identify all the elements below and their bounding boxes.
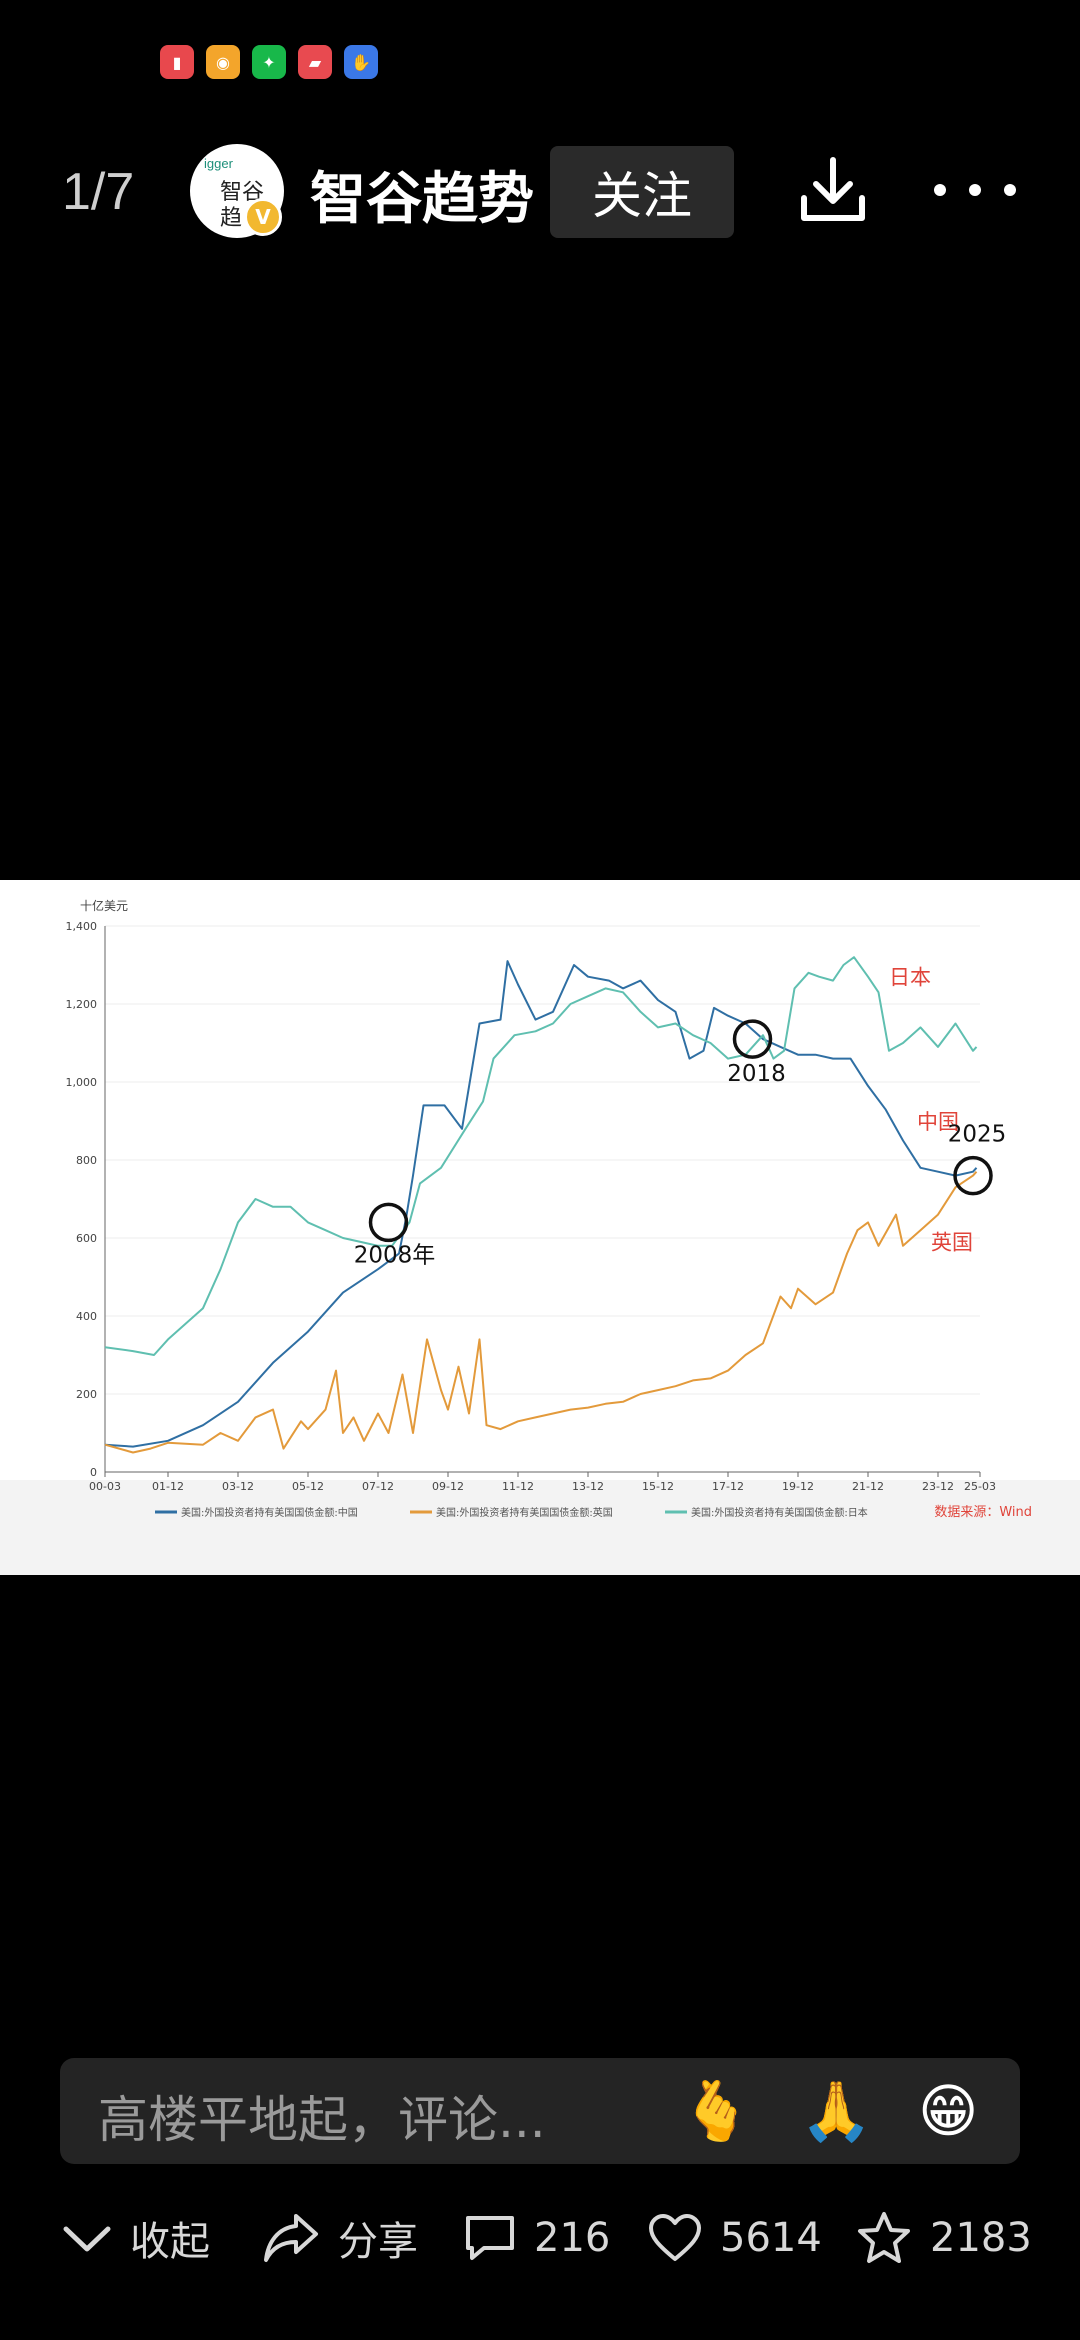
y-tick-label: 200 (76, 1388, 97, 1401)
x-tick-label: 13-12 (572, 1480, 604, 1493)
x-tick-label: 07-12 (362, 1480, 394, 1493)
annotation-label: 2008年 (354, 1242, 436, 1268)
y-tick-label: 400 (76, 1310, 97, 1323)
x-tick-label: 00-03 (89, 1480, 121, 1493)
comment-button[interactable]: 216 (464, 2208, 610, 2268)
avatar[interactable]: igger 智谷 趋 (190, 144, 284, 238)
series-label-1: 英国 (931, 1231, 973, 1255)
follow-button[interactable]: 关注 (550, 146, 734, 238)
heart-hands-emoji-icon[interactable]: 🫰 (680, 2077, 753, 2145)
assistant-icon: ✋ (344, 45, 378, 79)
pray-emoji-icon[interactable]: 🙏 (800, 2077, 873, 2145)
x-tick-label: 21-12 (852, 1480, 884, 1493)
x-tick-label: 15-12 (642, 1480, 674, 1493)
image-counter: 1/7 (62, 163, 135, 221)
share-button[interactable]: 分享 (262, 2208, 418, 2268)
legend-label-0: 美国:外国投资者持有美国国债金额:中国 (181, 1506, 358, 1519)
x-tick-label: 09-12 (432, 1480, 464, 1493)
y-tick-label: 600 (76, 1232, 97, 1245)
download-icon[interactable] (798, 154, 868, 226)
comment-icon (466, 2216, 514, 2260)
star-icon (858, 2212, 910, 2263)
avatar-text-line2: 趋 (220, 206, 243, 231)
weibo-icon: ◉ (206, 45, 240, 79)
author-name[interactable]: 智谷趋势 (310, 167, 534, 232)
post-header: 1/7 igger 智谷 趋 V 智谷趋势 关注 (0, 140, 1080, 240)
annotation-label: 2018 (727, 1061, 786, 1087)
comment-input-bar[interactable]: 高楼平地起，评论... 🫰 🙏 😁 (60, 2058, 1020, 2164)
legend-label-2: 美国:外国投资者持有美国国债金额:日本 (691, 1506, 868, 1519)
collapse-label: 收起 (130, 2219, 210, 2265)
avatar-text-en: igger (204, 156, 233, 171)
x-tick-label: 01-12 (152, 1480, 184, 1493)
series-line-1 (104, 1171, 978, 1454)
huawei-store-icon: ▰ (298, 45, 332, 79)
y-unit-label: 十亿美元 (80, 898, 128, 913)
x-tick-label: 17-12 (712, 1480, 744, 1493)
chevron-down-icon (63, 2226, 111, 2252)
comment-count: 216 (534, 2215, 611, 2261)
series-label-0: 中国 (917, 1110, 959, 1134)
x-tick-label: 25-03 (964, 1480, 996, 1493)
x-tick-label: 05-12 (292, 1480, 324, 1493)
source-label: 数据来源：Wind (934, 1505, 1032, 1520)
x-tick-label: 23-12 (922, 1480, 954, 1493)
x-tick-label: 03-12 (222, 1480, 254, 1493)
favorite-count: 2183 (930, 2215, 1032, 2261)
collapse-button[interactable]: 收起 (62, 2208, 210, 2268)
comment-placeholder[interactable]: 高楼平地起，评论... (98, 2091, 546, 2149)
share-icon (264, 2214, 318, 2262)
annotation-circle (953, 1155, 993, 1196)
verified-badge: V (244, 198, 282, 236)
chart-footer-band (0, 1480, 1080, 1575)
annotation-label: 2025 (948, 1122, 1007, 1148)
y-tick-label: 1,000 (66, 1076, 98, 1089)
share-label: 分享 (338, 2219, 418, 2265)
x-tick-label: 19-12 (782, 1480, 814, 1493)
favorite-button[interactable]: 2183 (856, 2208, 1032, 2268)
chart-svg: 十亿美元 0 200 400 600 800 1,000 1,200 1,400 00-03 01-… (0, 898, 1080, 1575)
x-tick-label: 11-12 (502, 1480, 534, 1493)
grin-emoji-icon[interactable]: 😁 (918, 2077, 979, 2145)
y-tick-label: 1,400 (66, 920, 98, 933)
y-tick-label: 0 (90, 1466, 97, 1479)
like-count: 5614 (720, 2215, 822, 2261)
post-image-chart[interactable]: 十亿美元 0 200 400 600 800 1,000 1,200 1,400 00-03 01-… (0, 880, 1080, 1575)
y-tick-label: 1,200 (66, 998, 98, 1011)
annotation-circle (732, 1019, 773, 1059)
series-line-0 (104, 960, 978, 1448)
wechat-icon: ✦ (252, 45, 286, 79)
series-label-2: 日本 (889, 966, 931, 990)
more-options-icon[interactable] (930, 180, 1020, 200)
like-button[interactable]: 5614 (648, 2208, 822, 2268)
books-app-icon: ▮ (160, 45, 194, 79)
notification-icons: ▮ ◉ ✦ ▰ ✋ (160, 45, 378, 79)
series-line-2 (104, 956, 978, 1356)
annotation-circle (368, 1202, 409, 1243)
heart-icon (649, 2214, 701, 2261)
legend-label-1: 美国:外国投资者持有美国国债金额:英国 (436, 1506, 613, 1519)
y-tick-label: 800 (76, 1154, 97, 1167)
